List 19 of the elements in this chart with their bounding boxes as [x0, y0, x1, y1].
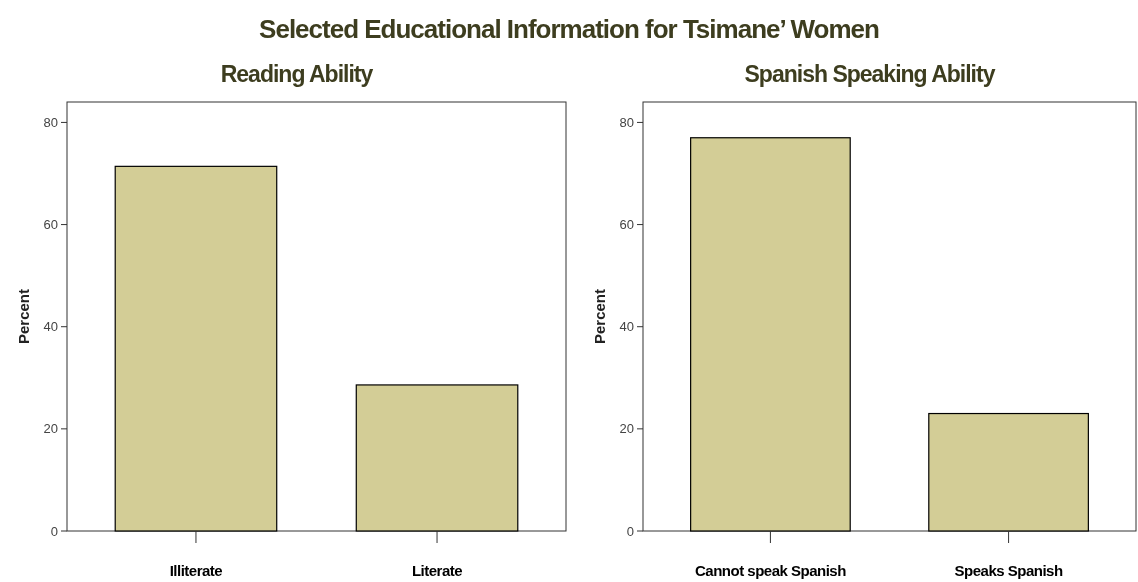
y-tick-label: 0 [50, 523, 58, 539]
y-tick-label: 40 [619, 319, 634, 335]
y-tick-label: 20 [43, 421, 58, 437]
x-tick-label: Literate [411, 562, 463, 579]
y-tick-label: 20 [619, 421, 634, 437]
x-tick-label: Cannot speak Spanish [694, 562, 847, 579]
chart-title: Selected Educational Information for Tsimane’ Women [259, 14, 880, 44]
chart-subtitle: Spanish Speaking Ability [744, 61, 996, 87]
y-axis-title: Percent [15, 288, 32, 345]
x-tick-label: Illiterate [169, 562, 223, 579]
y-tick-label: 60 [43, 217, 58, 233]
chart-subtitle: Reading Ability [220, 61, 374, 87]
y-tick-label: 80 [43, 114, 58, 130]
y-tick-label: 0 [626, 523, 634, 539]
y-tick-label: 80 [619, 114, 634, 130]
y-axis-title: Percent [591, 288, 608, 345]
y-tick-label: 40 [43, 319, 58, 335]
x-tick-label: Speaks Spanish [954, 562, 1063, 579]
y-tick-label: 60 [619, 217, 634, 233]
